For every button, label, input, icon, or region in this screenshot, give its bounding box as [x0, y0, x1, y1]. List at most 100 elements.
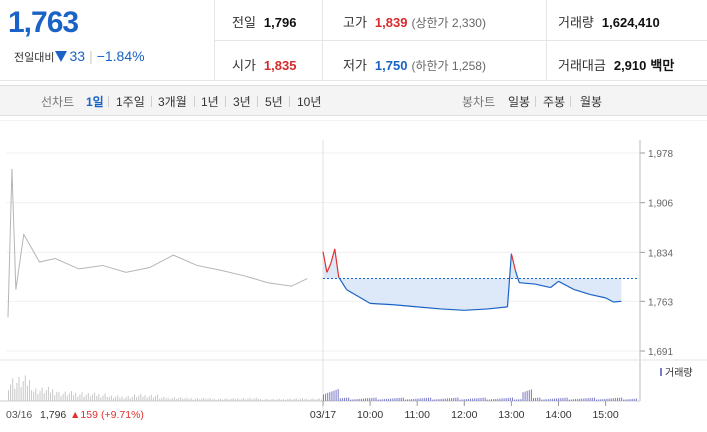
- volume-bar: [608, 398, 610, 401]
- tab-daily-candle[interactable]: 일봉: [508, 95, 531, 109]
- volume-bar: [186, 397, 188, 401]
- tab-weekly-candle[interactable]: 주봉: [543, 95, 566, 109]
- volume-bar: [29, 379, 30, 401]
- tab-1w[interactable]: 1주일: [116, 95, 145, 109]
- volume-bar: [325, 393, 327, 401]
- today-segment: [330, 248, 336, 264]
- volume-bar: [239, 399, 240, 401]
- volume-bar: [45, 390, 47, 401]
- y-tick-label: 1,978: [648, 149, 673, 160]
- y-tick-label: 1,691: [648, 347, 673, 358]
- volume-bar: [33, 391, 35, 401]
- volume-bar: [327, 392, 329, 401]
- volume-bar: [68, 393, 70, 401]
- volume-bar: [522, 392, 524, 401]
- x-tick-label: 13:00: [498, 409, 524, 421]
- volume-bar: [352, 399, 354, 401]
- divider: [225, 96, 226, 107]
- volume-bar: [362, 398, 364, 401]
- change-amount: 33: [69, 48, 86, 64]
- volume-bar: [407, 399, 408, 401]
- volume-bar: [125, 397, 127, 401]
- volume-bar: [598, 399, 600, 401]
- volume-bar: [276, 399, 278, 401]
- volume-bar: [415, 398, 417, 401]
- volume-bar: [226, 398, 228, 401]
- today-segment: [506, 253, 512, 307]
- volume-bar: [251, 399, 253, 401]
- volume-bar: [171, 398, 173, 401]
- volume-bar: [457, 397, 459, 401]
- volume-bar: [117, 395, 119, 401]
- volume-bar: [110, 395, 112, 401]
- volume-bar: [383, 399, 385, 401]
- volume-bar: [344, 397, 345, 401]
- volume-bar: [434, 399, 436, 401]
- x-axis: 03/17 10:00 11:00 12:00 13:00 14:00 15:00: [310, 401, 619, 421]
- volume-bar: [551, 398, 553, 401]
- x-tick-label: 15:00: [592, 409, 618, 421]
- volume-bar: [635, 398, 637, 401]
- volume-bar: [526, 390, 528, 401]
- volume-bar: [121, 396, 123, 401]
- volume-bar: [394, 398, 396, 401]
- chart-grid: [0, 120, 707, 410]
- volume-bar: [131, 396, 133, 401]
- volume-bar: [94, 392, 96, 401]
- volume-bar: [631, 398, 633, 401]
- volume-bar: [354, 399, 356, 401]
- volume-bar: [459, 399, 461, 401]
- volume-bar: [373, 397, 375, 401]
- volume-bar: [85, 394, 87, 401]
- volume-bar: [304, 399, 306, 401]
- volume-bar: [230, 398, 232, 401]
- volume-bar: [610, 398, 612, 401]
- price-chart: 1,978 1,906 1,834 1,763 1,691 03/17 10:00 11:0…: [0, 120, 707, 421]
- volume-bar: [295, 398, 297, 401]
- today-segment: [370, 302, 394, 306]
- volume-bar: [453, 397, 455, 401]
- volume-bar: [596, 399, 597, 401]
- quote-summary: 1,763 전일대비 33 | −1.84% 전일 1,796 고가 1,839 (상한가 …: [0, 0, 707, 81]
- volume-bar: [425, 397, 427, 401]
- tab-10y[interactable]: 10년: [297, 95, 322, 109]
- tab-monthly-candle[interactable]: 월봉: [580, 95, 603, 109]
- volume-bar: [262, 400, 264, 401]
- row-divider: [214, 40, 707, 41]
- divider: [570, 96, 571, 107]
- tab-5y[interactable]: 5년: [265, 95, 283, 109]
- prev-day-rate: (+9.71%): [101, 409, 144, 421]
- tab-3m[interactable]: 3개월: [158, 95, 187, 109]
- volume-bar: [396, 398, 398, 401]
- volume-bar: [37, 394, 39, 401]
- volume-bar: [316, 398, 318, 401]
- volume-bar: [152, 397, 154, 401]
- volume-bar: [194, 398, 196, 401]
- stat-high: 고가 1,839 (상한가 2,330): [343, 15, 486, 30]
- volume-bar: [24, 375, 26, 401]
- volume-bar: [451, 398, 453, 401]
- volume-bar: [585, 398, 587, 401]
- volume-bar: [92, 394, 93, 401]
- tab-1d[interactable]: 1일: [86, 95, 104, 109]
- today-segment: [550, 280, 559, 289]
- prev-day-line: [7, 168, 308, 318]
- col-divider: [546, 0, 547, 80]
- today-segment: [510, 253, 516, 271]
- tab-1y[interactable]: 1년: [201, 95, 219, 109]
- tab-3y[interactable]: 3년: [233, 95, 251, 109]
- volume-bar: [482, 397, 484, 401]
- volume-bar: [136, 397, 138, 401]
- volume-bar: [388, 398, 390, 401]
- stat-open: 시가 1,835: [232, 58, 297, 73]
- volume-bar: [255, 397, 257, 401]
- volume-bar: [199, 399, 201, 401]
- volume-bar: [423, 398, 425, 401]
- volume-bar: [455, 397, 457, 401]
- today-segment: [334, 248, 340, 278]
- volume-bar: [247, 398, 249, 401]
- volume-bar: [169, 399, 171, 401]
- volume-bar: [224, 398, 226, 401]
- volume-bar: [472, 398, 474, 401]
- volume-bar: [442, 398, 444, 401]
